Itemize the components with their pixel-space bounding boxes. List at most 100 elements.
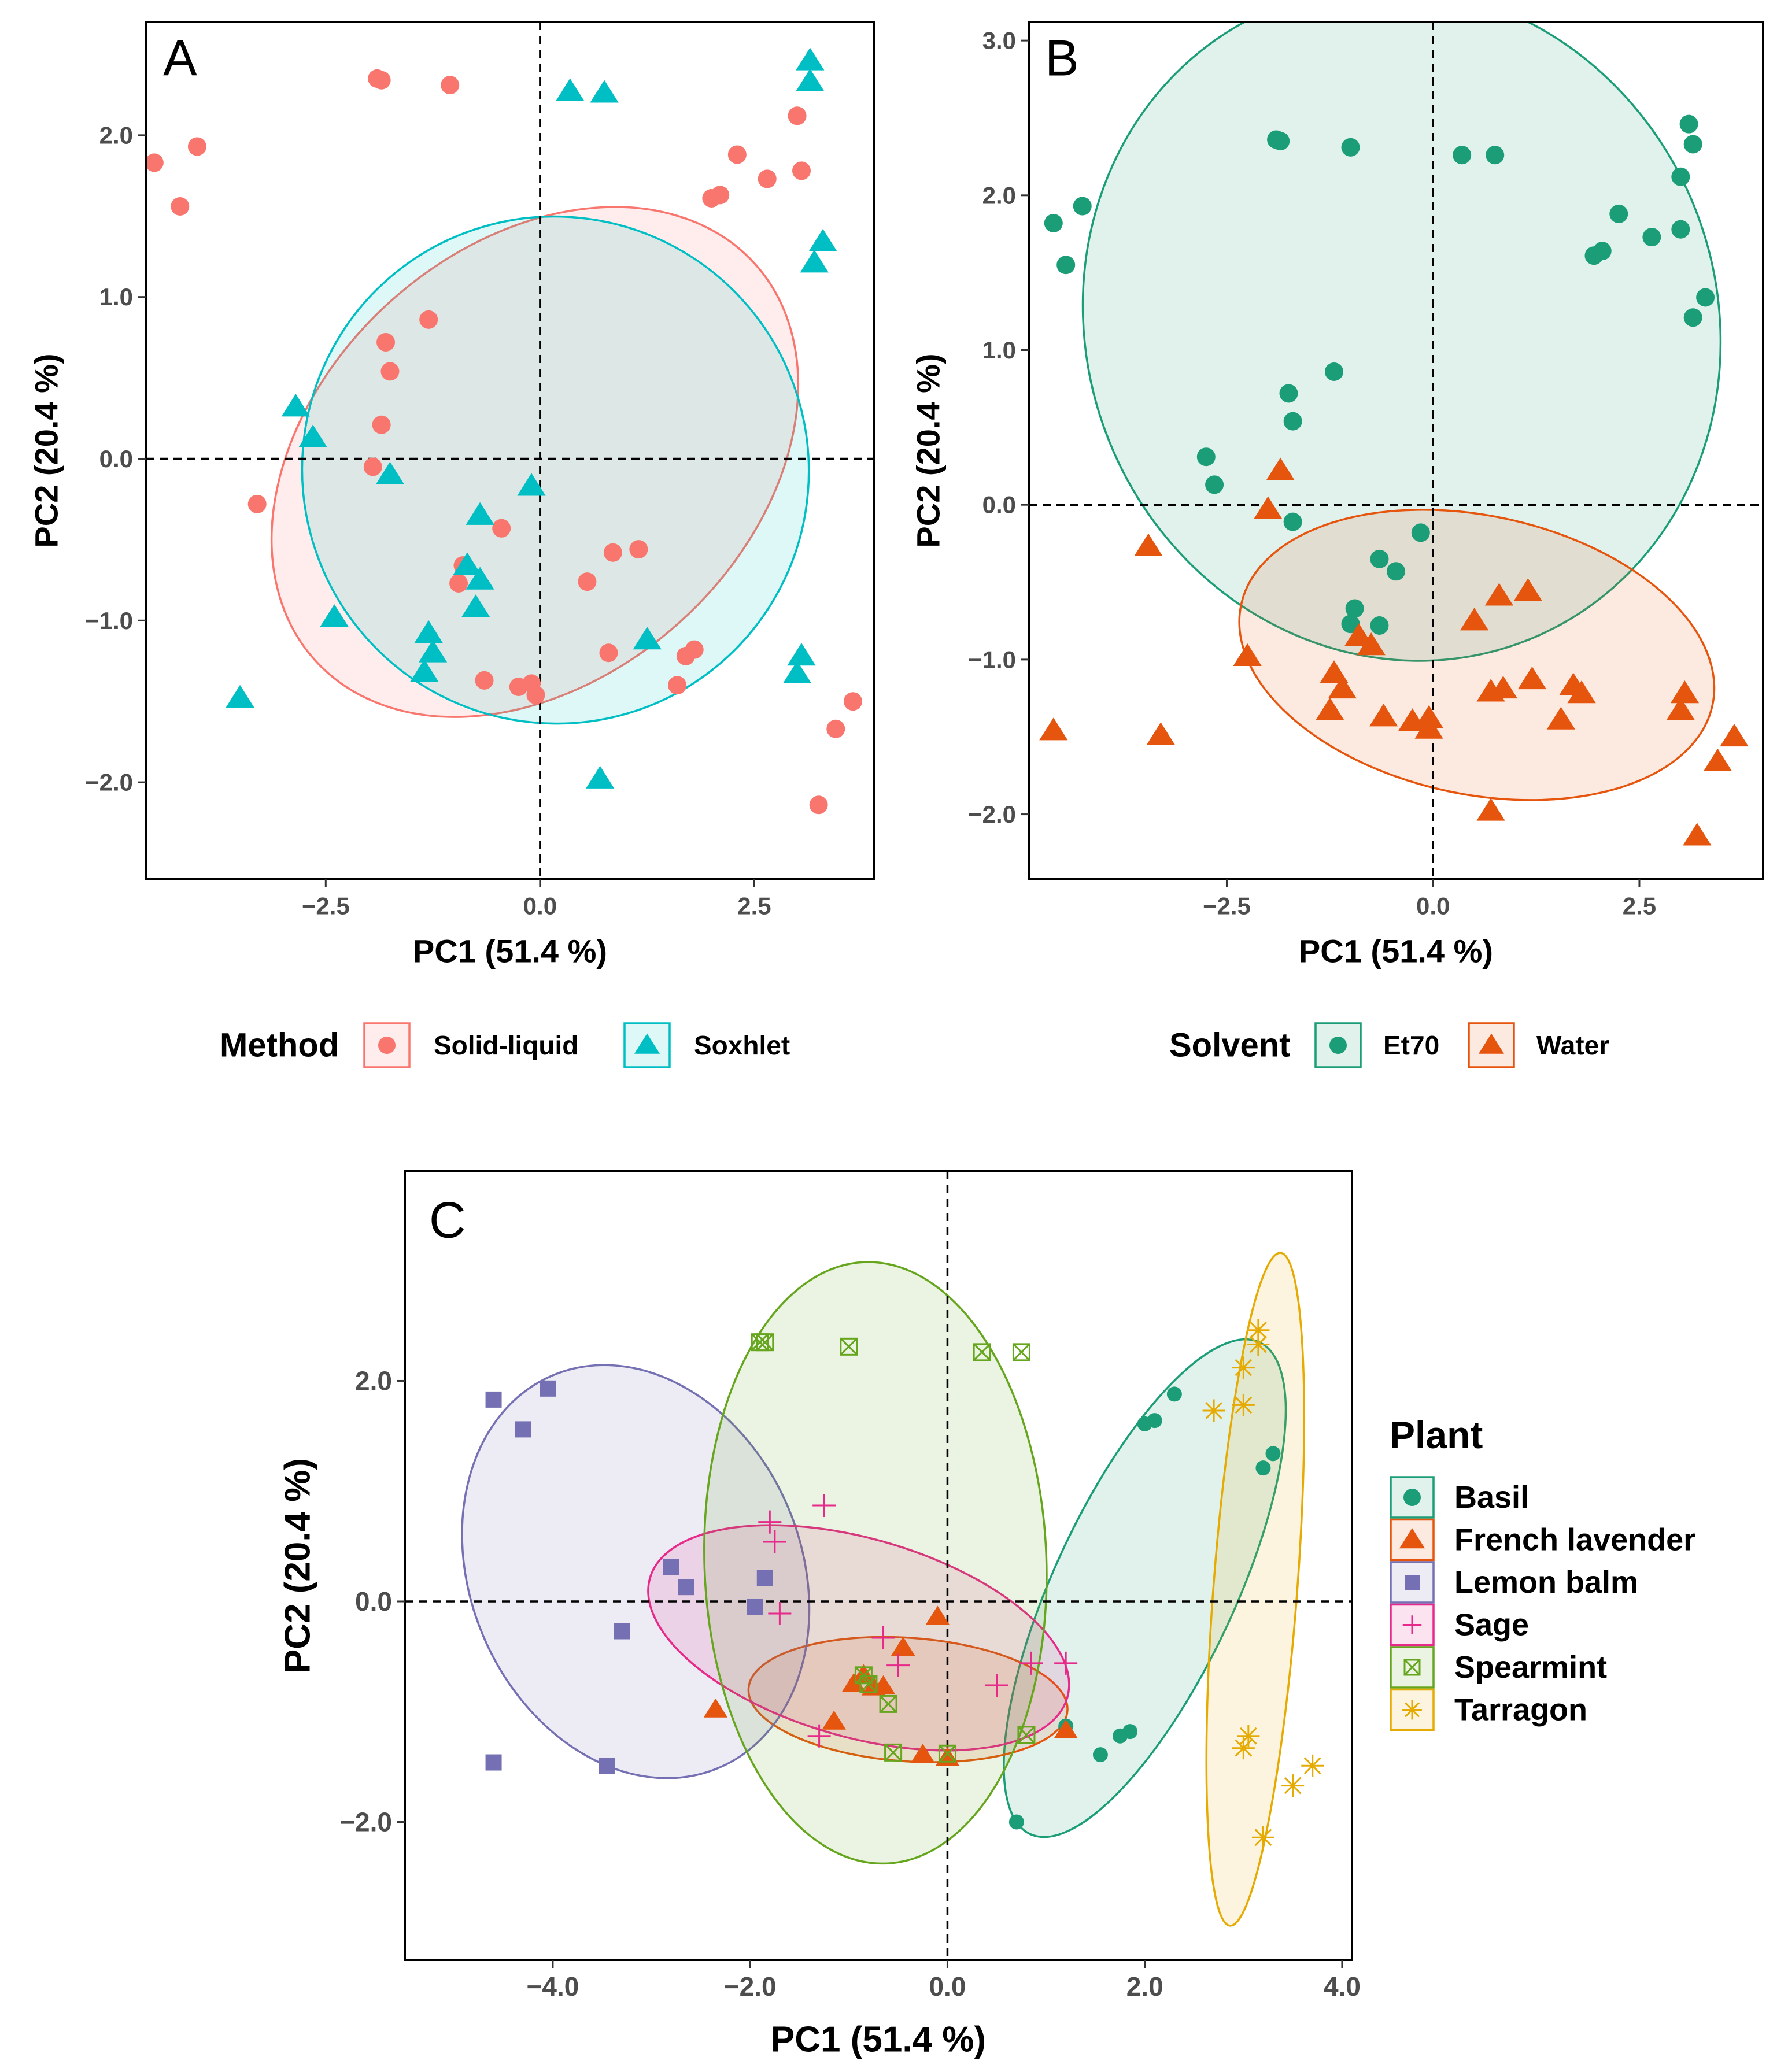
y-axis-title: PC2 (20.4 %) bbox=[910, 353, 947, 547]
data-point bbox=[1412, 523, 1430, 542]
data-point bbox=[668, 676, 686, 694]
legend-label: French lavender bbox=[1454, 1523, 1695, 1557]
legend-key bbox=[1391, 1562, 1434, 1603]
y-tick-label: 3.0 bbox=[982, 27, 1016, 54]
legend-key bbox=[1391, 1690, 1434, 1730]
data-point bbox=[188, 137, 206, 156]
data-point bbox=[1684, 308, 1702, 327]
data-point bbox=[441, 76, 459, 94]
data-point bbox=[372, 416, 391, 434]
legend-label: Water bbox=[1536, 1030, 1609, 1060]
data-point bbox=[515, 1421, 531, 1437]
x-axis-title: PC1 (51.4 %) bbox=[413, 933, 607, 970]
x-tick-label: −2.5 bbox=[1203, 893, 1251, 920]
data-point bbox=[728, 145, 747, 164]
x-axis-title: PC1 (51.4 %) bbox=[1299, 933, 1493, 970]
data-point bbox=[1122, 1724, 1137, 1739]
x-tick-label: 0.0 bbox=[929, 1971, 966, 2001]
data-point bbox=[1387, 562, 1405, 580]
data-point bbox=[475, 671, 494, 690]
data-point bbox=[747, 1599, 763, 1615]
x-tick-label: 2.5 bbox=[1623, 893, 1656, 920]
data-point bbox=[1247, 1333, 1269, 1356]
data-point bbox=[711, 186, 729, 204]
legend-label: Tarragon bbox=[1454, 1693, 1587, 1727]
data-point bbox=[364, 457, 382, 476]
y-tick-label: −2.0 bbox=[85, 769, 133, 796]
data-point bbox=[145, 153, 164, 172]
panel-letter: A bbox=[163, 29, 197, 87]
legend-title: Solvent bbox=[1169, 1027, 1291, 1064]
data-point bbox=[248, 495, 267, 513]
x-axis-title: PC1 (51.4 %) bbox=[771, 2020, 986, 2060]
legend-label: Solid-liquid bbox=[434, 1030, 578, 1060]
x-tick-label: 2.0 bbox=[1126, 1971, 1163, 2001]
data-point bbox=[1232, 1356, 1255, 1379]
data-point bbox=[685, 641, 704, 659]
legend-label: Et70 bbox=[1383, 1030, 1439, 1060]
y-tick-label: 0.0 bbox=[355, 1586, 392, 1616]
x-tick-label: −4.0 bbox=[527, 1971, 579, 2001]
data-point bbox=[757, 1570, 773, 1586]
data-point bbox=[1642, 228, 1661, 246]
x-tick-label: 4.0 bbox=[1324, 1971, 1361, 2001]
panel-letter: B bbox=[1045, 29, 1079, 87]
data-point bbox=[1696, 288, 1715, 306]
data-point bbox=[614, 1623, 630, 1640]
data-point bbox=[1284, 513, 1302, 531]
data-point bbox=[486, 1755, 502, 1771]
legend-key bbox=[1391, 1477, 1434, 1518]
data-point bbox=[758, 169, 777, 188]
data-point bbox=[1203, 1399, 1225, 1422]
data-point bbox=[1342, 138, 1360, 157]
y-axis-title: PC2 (20.4 %) bbox=[28, 353, 65, 547]
y-tick-label: 2.0 bbox=[355, 1366, 392, 1396]
data-point bbox=[1232, 1394, 1255, 1416]
x-tick-label: −2.0 bbox=[724, 1971, 777, 2001]
legend-label: Spearmint bbox=[1454, 1650, 1607, 1685]
y-tick-label: 2.0 bbox=[982, 182, 1016, 209]
data-point bbox=[1252, 1826, 1274, 1849]
data-point bbox=[1044, 214, 1063, 232]
data-point bbox=[1671, 220, 1690, 239]
x-tick-label: 0.0 bbox=[523, 893, 557, 920]
data-point bbox=[1486, 146, 1504, 164]
legend-label: Soxhlet bbox=[694, 1030, 790, 1060]
data-point bbox=[604, 543, 622, 562]
y-axis-title: PC2 (20.4 %) bbox=[278, 1458, 318, 1673]
data-point bbox=[1279, 384, 1298, 402]
data-point bbox=[1056, 256, 1075, 274]
data-point bbox=[1329, 1037, 1347, 1054]
data-point bbox=[1167, 1386, 1182, 1401]
data-point bbox=[1325, 362, 1343, 381]
data-point bbox=[1684, 135, 1702, 153]
y-tick-label: 0.0 bbox=[99, 445, 133, 472]
x-tick-label: 0.0 bbox=[1416, 893, 1450, 920]
data-point bbox=[599, 1758, 615, 1774]
data-point bbox=[1255, 1460, 1270, 1475]
data-point bbox=[1271, 132, 1290, 150]
data-point bbox=[1266, 1446, 1281, 1461]
data-point bbox=[1403, 1489, 1421, 1506]
legend-key bbox=[625, 1023, 670, 1067]
data-point bbox=[1197, 447, 1216, 466]
data-point bbox=[372, 71, 391, 90]
data-point bbox=[1370, 616, 1388, 635]
data-point bbox=[1680, 115, 1698, 134]
data-point bbox=[526, 686, 545, 704]
data-point bbox=[663, 1559, 679, 1575]
y-tick-label: −1.0 bbox=[85, 607, 133, 634]
data-point bbox=[1009, 1815, 1024, 1830]
legend-key bbox=[1391, 1605, 1434, 1645]
legend-key bbox=[1391, 1520, 1434, 1560]
data-point bbox=[844, 692, 862, 711]
data-point bbox=[492, 519, 511, 538]
data-point bbox=[119, 682, 147, 704]
data-point bbox=[1453, 146, 1471, 164]
data-point bbox=[1093, 1747, 1108, 1762]
data-point bbox=[171, 197, 189, 216]
